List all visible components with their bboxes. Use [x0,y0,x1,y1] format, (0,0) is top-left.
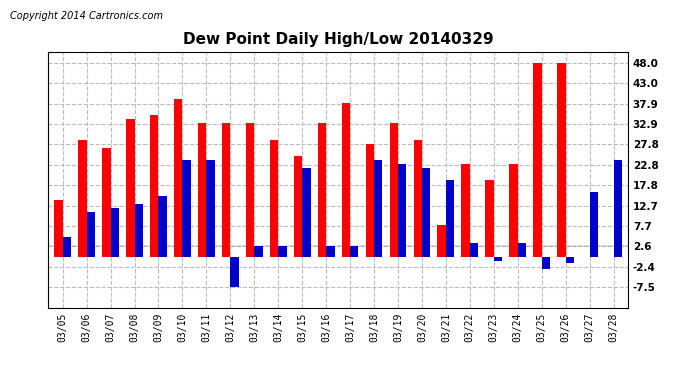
Bar [206,160,215,257]
Bar [78,140,87,257]
Bar [398,164,406,257]
Bar [350,246,359,257]
Bar [135,204,143,257]
Bar [87,212,95,257]
Bar [230,257,239,287]
Bar [437,225,446,257]
Bar [150,115,159,257]
Bar [278,246,286,257]
Bar [302,168,311,257]
Bar [102,148,110,257]
Bar [390,123,398,257]
Bar [255,246,263,257]
Bar [55,200,63,257]
Bar [222,123,230,257]
Text: Copyright 2014 Cartronics.com: Copyright 2014 Cartronics.com [10,11,164,21]
Bar [542,257,550,269]
Bar [174,99,182,257]
Bar [446,180,454,257]
Bar [326,246,335,257]
Bar [317,123,326,257]
Bar [270,140,278,257]
Bar [558,63,566,257]
Bar [342,103,350,257]
Bar [182,160,191,257]
Bar [566,257,574,263]
Bar [198,123,206,257]
Bar [294,156,302,257]
Bar [366,144,374,257]
Bar [485,180,494,257]
Bar [613,160,622,257]
Bar [413,140,422,257]
Bar [246,123,255,257]
Bar [462,164,470,257]
Bar [63,237,71,257]
Title: Dew Point Daily High/Low 20140329: Dew Point Daily High/Low 20140329 [183,32,493,47]
Bar [110,209,119,257]
Bar [159,196,167,257]
Bar [494,257,502,261]
Bar [518,243,526,257]
Bar [470,243,478,257]
Bar [422,168,431,257]
Bar [126,119,135,257]
Bar [374,160,382,257]
Bar [533,63,542,257]
Bar [509,164,518,257]
Bar [589,192,598,257]
